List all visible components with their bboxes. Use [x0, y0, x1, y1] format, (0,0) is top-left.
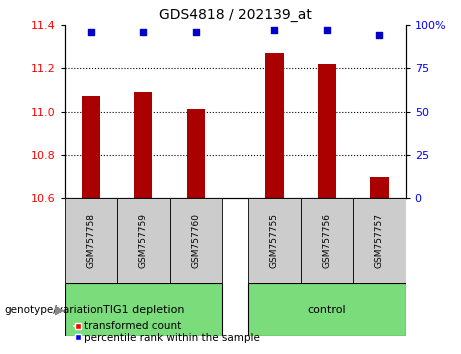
Text: genotype/variation: genotype/variation: [5, 305, 104, 315]
Text: GSM757756: GSM757756: [322, 213, 331, 268]
Bar: [134, 92, 153, 198]
Bar: [117, 198, 170, 283]
Text: GSM757758: GSM757758: [86, 213, 95, 268]
Bar: [248, 198, 301, 283]
Point: [192, 29, 200, 35]
Bar: [353, 198, 406, 283]
Bar: [370, 177, 389, 198]
Bar: [65, 283, 222, 336]
Text: GSM757760: GSM757760: [191, 213, 200, 268]
Point: [87, 29, 95, 35]
Bar: [248, 283, 406, 336]
Text: GSM757759: GSM757759: [139, 213, 148, 268]
Bar: [265, 53, 284, 198]
Bar: [65, 198, 117, 283]
Text: ▶: ▶: [55, 303, 65, 316]
Point: [323, 27, 331, 33]
Bar: [301, 198, 353, 283]
Point: [140, 29, 147, 35]
Bar: [82, 96, 100, 198]
Text: GSM757755: GSM757755: [270, 213, 279, 268]
Bar: [187, 109, 205, 198]
Text: TIG1 depletion: TIG1 depletion: [102, 305, 184, 315]
Point: [271, 27, 278, 33]
Bar: [170, 198, 222, 283]
Legend: transformed count, percentile rank within the sample: transformed count, percentile rank withi…: [70, 317, 264, 347]
Point: [376, 32, 383, 38]
Bar: [318, 64, 336, 198]
Text: control: control: [307, 305, 346, 315]
Title: GDS4818 / 202139_at: GDS4818 / 202139_at: [159, 8, 312, 22]
Text: GSM757757: GSM757757: [375, 213, 384, 268]
